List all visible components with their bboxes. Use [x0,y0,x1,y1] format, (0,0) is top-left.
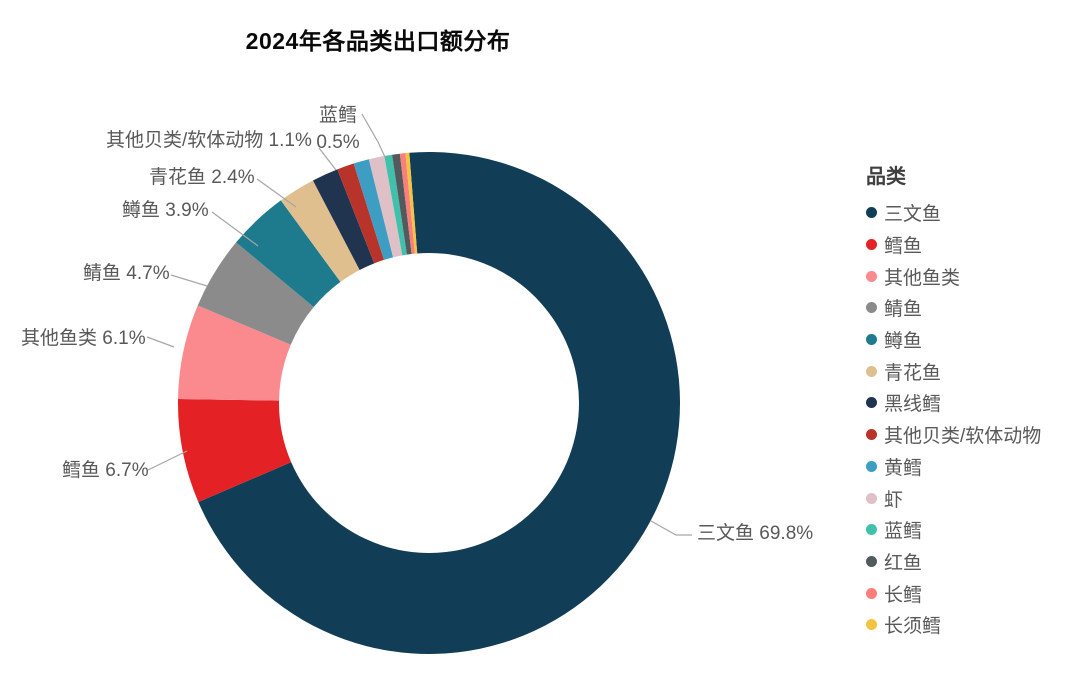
legend-item-label: 长须鳕 [884,616,942,638]
donut-slice[interactable] [236,200,341,308]
donut-slice[interactable] [368,156,403,258]
legend-item-label: 黄鳕 [884,457,923,479]
donut-slice[interactable] [280,180,360,282]
donut-slice[interactable] [337,163,384,264]
legend-item[interactable]: 鳟鱼 [866,324,1076,356]
legend-item-label: 鳕鱼 [884,236,923,258]
legend-title: 品类 [866,166,906,188]
leader-lines [146,113,692,536]
legend: 品类 三文鱼 鳕鱼 其他鱼类 鲭鱼 鳟鱼 青花鱼 黑线鳕 [866,160,1076,641]
callout-blue-whiting-name: 蓝鳕 [318,105,357,126]
donut-slice[interactable] [198,151,680,654]
legend-item-label: 蓝鳕 [884,521,923,543]
leader-chub-mackerel [256,178,297,208]
legend-swatch-icon [866,492,877,504]
legend-swatch-icon [866,239,877,251]
legend-swatch-icon [866,302,877,314]
donut-slice[interactable] [384,154,407,256]
legend-swatch-icon [866,587,877,599]
legend-swatch-icon [866,460,877,472]
leader-salmon [650,520,692,536]
callout-trout: 鳟鱼 3.9% [122,200,209,221]
page-title: 2024年各品类出口额分布 [245,28,511,54]
donut-slice[interactable] [353,159,394,260]
legend-item[interactable]: 鲭鱼 [866,292,1076,324]
callout-mackerel: 鲭鱼 4.7% [83,263,170,284]
callout-other-fish: 其他鱼类 6.1% [21,328,146,349]
legend-swatch-icon [866,429,877,441]
legend-item[interactable]: 虾 [866,482,1076,514]
legend-item[interactable]: 长须鳕 [866,609,1076,641]
donut-slice[interactable] [405,152,418,254]
legend-item-label: 黑线鳕 [884,394,942,416]
leader-shellfish [318,147,337,171]
legend-item[interactable]: 蓝鳕 [866,514,1076,546]
leader-other-fish [146,336,175,348]
legend-swatch-icon [866,619,877,631]
donut-slice[interactable] [197,242,314,345]
callout-salmon: 三文鱼 69.8% [697,523,814,544]
donut-slice[interactable] [177,399,292,502]
legend-item-label: 长鳕 [884,584,923,606]
legend-item[interactable]: 其他贝类/软体动物 [866,419,1076,451]
legend-swatch-icon [866,334,877,346]
callout-blue-whiting: 蓝鳕 0.5% [309,102,367,156]
legend-item-label: 虾 [884,489,904,511]
legend-item-label: 鳟鱼 [884,331,923,353]
leader-blue-whiting [361,113,386,158]
legend-swatch-icon [866,207,877,219]
callout-shellfish: 其他贝类/软体动物 1.1% [106,130,312,151]
legend-swatch-icon [866,555,877,567]
leader-mackerel [170,274,208,287]
donut-slice[interactable] [392,153,412,255]
legend-item[interactable]: 黑线鳕 [866,387,1076,419]
legend-item-label: 其他鱼类 [884,267,961,289]
legend-item-label: 青花鱼 [884,362,942,384]
legend-item-label: 三文鱼 [884,204,942,226]
legend-item[interactable]: 鳕鱼 [866,229,1076,261]
legend-item-label: 其他贝类/软体动物 [884,426,1042,448]
legend-item[interactable]: 长鳕 [866,577,1076,609]
callout-blue-whiting-value: 0.5% [316,132,360,153]
donut-slice[interactable] [178,305,291,401]
legend-item-label: 红鱼 [884,552,923,574]
legend-item-label: 鲭鱼 [884,299,923,321]
legend-item[interactable]: 三文鱼 [866,197,1076,229]
donut-slices[interactable] [177,151,680,654]
callout-cod: 鳕鱼 6.7% [62,460,149,481]
legend-item[interactable]: 青花鱼 [866,355,1076,387]
legend-swatch-icon [866,524,877,536]
leader-cod [147,450,188,471]
leader-trout [211,211,259,247]
legend-swatch-icon [866,270,877,282]
donut-slice[interactable] [312,169,375,270]
callout-chub-mackerel: 青花鱼 2.4% [149,167,255,188]
legend-item[interactable]: 其他鱼类 [866,260,1076,292]
legend-swatch-icon [866,397,877,409]
legend-item[interactable]: 黄鳕 [866,451,1076,483]
legend-item[interactable]: 红鱼 [866,546,1076,578]
donut-slice[interactable] [399,153,415,255]
legend-swatch-icon [866,365,877,377]
